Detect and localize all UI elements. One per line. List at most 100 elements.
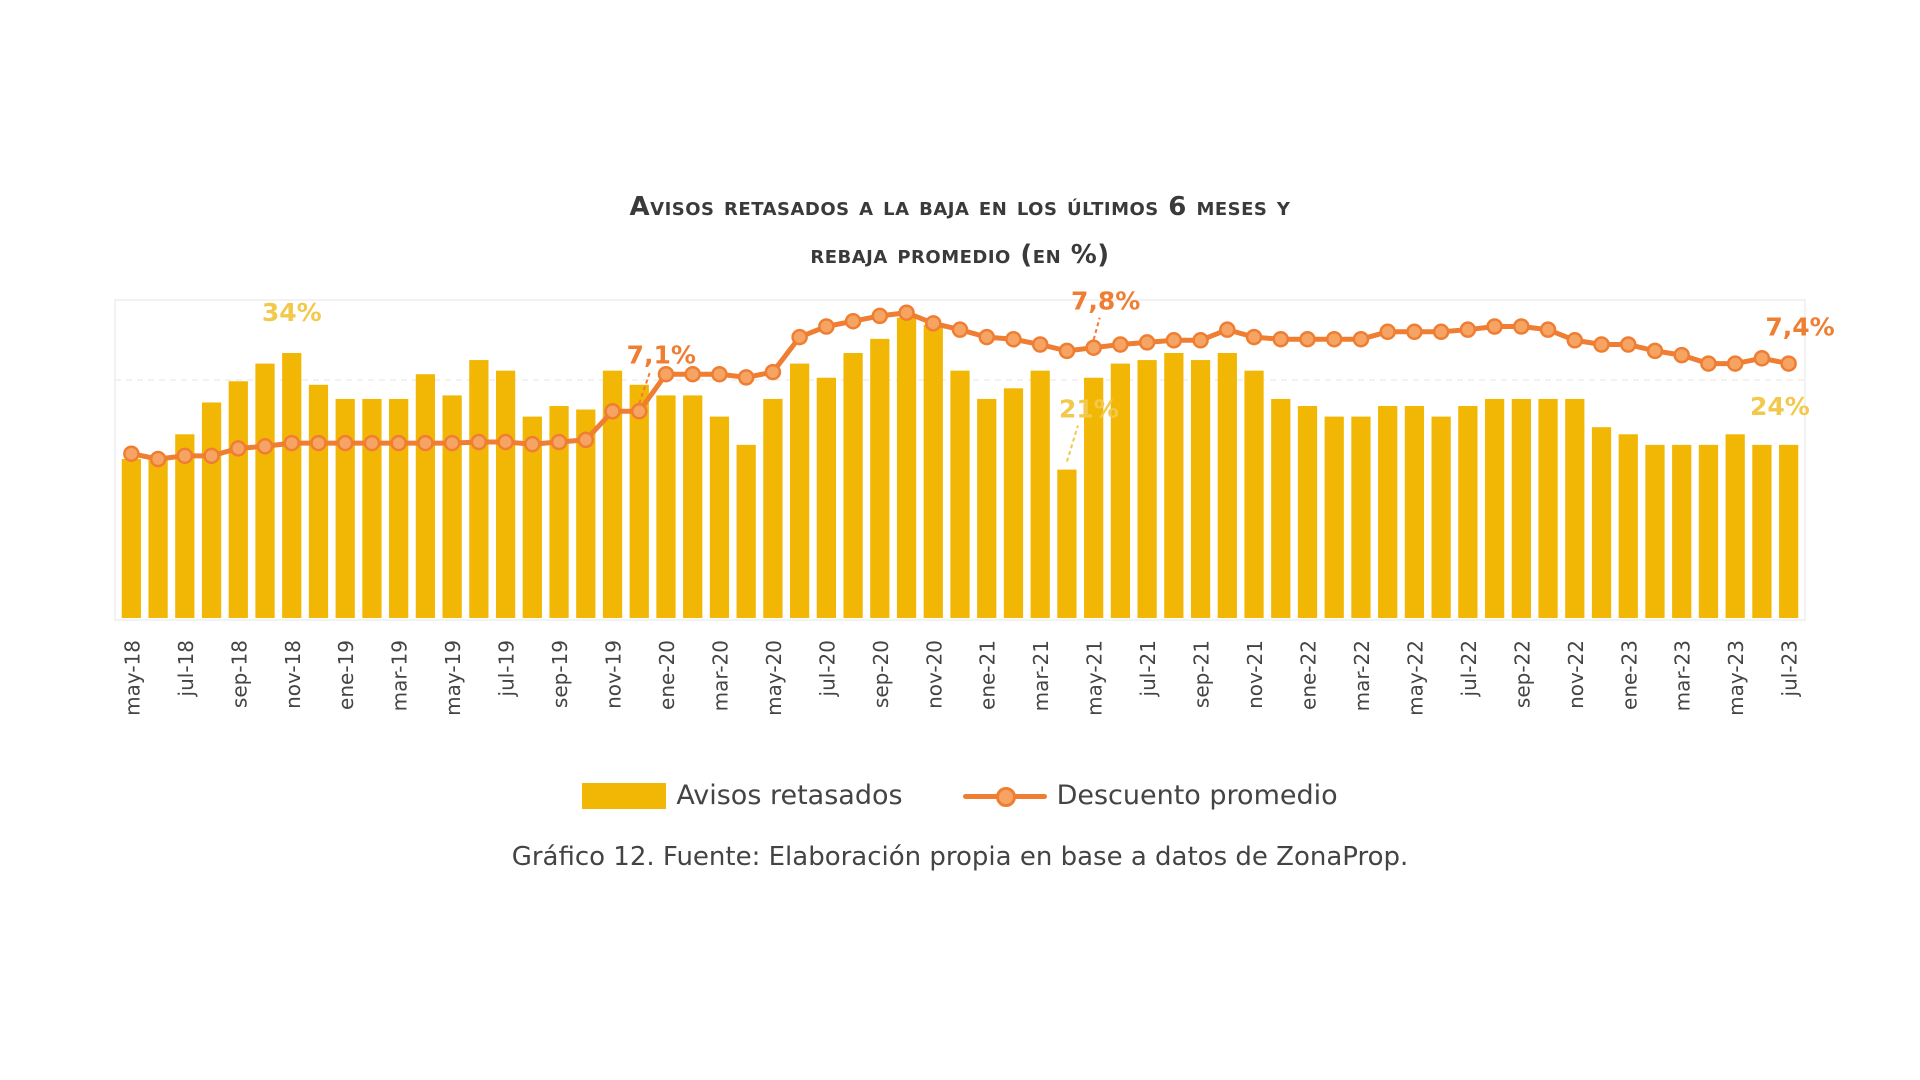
point-mar-20 bbox=[711, 365, 728, 383]
bar-jun-21 bbox=[1110, 363, 1131, 618]
bar-sep-19 bbox=[549, 406, 569, 618]
bar-feb-23 bbox=[1645, 444, 1665, 618]
bar-sep-18 bbox=[228, 381, 248, 618]
x-tick-ene-22: ene-22 bbox=[1296, 640, 1320, 710]
point-dic-20 bbox=[951, 321, 969, 338]
bar-may-18 bbox=[121, 459, 141, 618]
point-jun-19 bbox=[470, 433, 488, 451]
point-jun-23 bbox=[1753, 350, 1771, 367]
point-may-19 bbox=[443, 434, 461, 452]
bar-jun-19 bbox=[469, 360, 489, 618]
bar-oct-19 bbox=[576, 409, 596, 618]
bar-abr-23 bbox=[1698, 444, 1719, 618]
point-nov-20 bbox=[925, 315, 942, 332]
bar-abr-19 bbox=[415, 374, 436, 618]
bar-ene-23 bbox=[1618, 434, 1638, 618]
bar-ene-19 bbox=[335, 398, 355, 618]
x-tick-may-23: may-23 bbox=[1724, 640, 1748, 716]
bar-may-20 bbox=[763, 398, 783, 618]
bar-jul-20 bbox=[816, 377, 836, 618]
bar-feb-21 bbox=[1003, 388, 1024, 618]
x-tick-ene-23: ene-23 bbox=[1617, 640, 1641, 710]
bar-oct-21 bbox=[1217, 353, 1237, 618]
bar-jul-21 bbox=[1137, 360, 1157, 618]
point-sep-19 bbox=[550, 433, 568, 451]
x-tick-mar-21: mar-21 bbox=[1029, 640, 1053, 711]
bar-jul-19 bbox=[495, 370, 516, 618]
x-tick-sep-21: sep-21 bbox=[1190, 640, 1214, 708]
point-jul-22 bbox=[1459, 321, 1477, 338]
legend-line-swatch bbox=[962, 783, 1047, 809]
legend-bar-swatch bbox=[582, 782, 667, 809]
point-jul-18 bbox=[176, 447, 194, 465]
legend-item-line: Descuento promedio bbox=[962, 780, 1338, 811]
point-sep-18 bbox=[230, 440, 247, 457]
point-abr-21 bbox=[1058, 342, 1076, 360]
point-ene-20 bbox=[657, 365, 675, 383]
point-ago-21 bbox=[1165, 332, 1183, 349]
x-tick-nov-19: nov-19 bbox=[602, 640, 626, 709]
x-tick-sep-20: sep-20 bbox=[869, 640, 893, 708]
point-ene-21 bbox=[978, 328, 995, 346]
bar-may-21 bbox=[1084, 377, 1104, 618]
bar-ago-20 bbox=[843, 353, 863, 618]
bar-oct-18 bbox=[255, 363, 275, 618]
x-tick-may-19: may-19 bbox=[441, 640, 465, 716]
bar-nov-22 bbox=[1565, 398, 1585, 618]
point-jun-22 bbox=[1432, 323, 1450, 341]
legend-line-label: Descuento promedio bbox=[1056, 780, 1338, 811]
x-tick-mar-19: mar-19 bbox=[388, 640, 412, 711]
x-tick-ene-20: ene-20 bbox=[655, 640, 679, 710]
x-tick-jul-22: jul-22 bbox=[1457, 640, 1481, 697]
point-ago-18 bbox=[203, 447, 220, 465]
point-feb-23 bbox=[1646, 342, 1664, 360]
bar-ene-22 bbox=[1297, 406, 1318, 618]
bar-may-22 bbox=[1404, 406, 1425, 618]
bar-nov-18 bbox=[282, 353, 302, 618]
point-oct-18 bbox=[256, 438, 274, 455]
bar-oct-22 bbox=[1538, 398, 1558, 618]
x-tick-ene-19: ene-19 bbox=[334, 640, 358, 710]
x-tick-nov-22: nov-22 bbox=[1564, 640, 1588, 709]
bar-ago-19 bbox=[522, 416, 542, 618]
point-may-23 bbox=[1726, 355, 1744, 372]
bar-sep-21 bbox=[1190, 360, 1211, 618]
bar-oct-20 bbox=[896, 317, 917, 618]
point-jun-21 bbox=[1112, 336, 1129, 353]
point-ene-19 bbox=[336, 434, 354, 452]
point-oct-21 bbox=[1219, 321, 1236, 338]
bar-jul-23 bbox=[1779, 444, 1799, 618]
point-jul-21 bbox=[1138, 334, 1156, 351]
bar-nov-19 bbox=[602, 370, 623, 618]
bar-may-23 bbox=[1725, 434, 1745, 618]
point-nov-22 bbox=[1566, 332, 1584, 349]
point-abr-20 bbox=[737, 369, 755, 386]
bar-mar-22 bbox=[1351, 416, 1371, 618]
x-tick-ene-21: ene-21 bbox=[976, 640, 1000, 710]
x-tick-mar-20: mar-20 bbox=[708, 640, 732, 711]
point-sep-20 bbox=[871, 307, 889, 325]
annotation-leader-7,8% bbox=[1092, 317, 1101, 340]
bar-ago-22 bbox=[1484, 398, 1505, 618]
point-dic-19 bbox=[630, 403, 648, 420]
point-feb-22 bbox=[1325, 330, 1343, 348]
bar-jun-20 bbox=[790, 363, 810, 618]
bar-feb-22 bbox=[1324, 416, 1344, 618]
x-tick-nov-21: nov-21 bbox=[1243, 640, 1267, 709]
bar-nov-20 bbox=[923, 324, 943, 618]
x-tick-may-21: may-21 bbox=[1083, 640, 1107, 716]
legend-bars-label: Avisos retasados bbox=[676, 780, 903, 811]
bar-dic-21 bbox=[1271, 398, 1291, 618]
bar-feb-19 bbox=[362, 398, 382, 618]
point-ago-20 bbox=[844, 312, 862, 330]
x-tick-mar-22: mar-22 bbox=[1350, 640, 1374, 711]
x-tick-jul-18: jul-18 bbox=[174, 640, 198, 697]
annotation-label-7,1%: 7,1% bbox=[627, 340, 696, 369]
x-tick-sep-19: sep-19 bbox=[548, 640, 572, 708]
legend-item-bars: Avisos retasados bbox=[582, 780, 903, 811]
point-oct-19 bbox=[577, 431, 595, 449]
bar-abr-22 bbox=[1378, 406, 1398, 618]
point-mar-21 bbox=[1031, 336, 1049, 353]
point-dic-22 bbox=[1593, 336, 1610, 353]
